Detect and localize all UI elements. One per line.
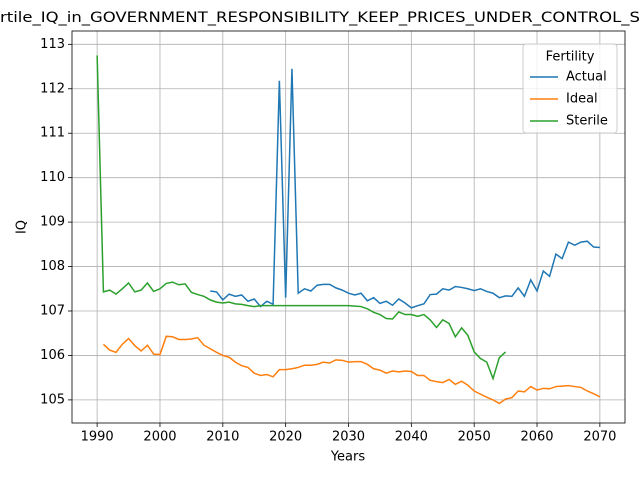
x-tick-label: 1990: [81, 430, 114, 445]
legend-title: Fertility: [546, 50, 595, 65]
x-tick-label: 2070: [583, 430, 616, 445]
x-tick-label: 2060: [520, 430, 553, 445]
x-tick-label: 2010: [206, 430, 239, 445]
series-line: [102, 335, 601, 405]
x-tick-label: 2030: [332, 430, 365, 445]
legend-label: Ideal: [566, 92, 598, 107]
y-tick-label: 106: [40, 348, 65, 363]
x-tick-label: 2050: [458, 430, 491, 445]
y-axis-label: IQ: [15, 220, 30, 234]
y-tick-label: 107: [40, 304, 65, 319]
legend-label: Sterile: [566, 114, 608, 129]
x-tick-label: 2000: [143, 430, 176, 445]
y-tick-label: 109: [40, 215, 65, 230]
series-line: [96, 55, 507, 381]
legend-label: Actual: [566, 70, 607, 85]
x-tick-label: 2040: [395, 430, 428, 445]
y-tick-label: 105: [40, 392, 65, 407]
legend-box: [522, 43, 618, 134]
y-tick-label: 112: [40, 81, 65, 96]
y-tick-label: 113: [40, 37, 65, 52]
chart-title: rtile_IQ_in_GOVERNMENT_RESPONSIBILITY_KE…: [0, 10, 640, 26]
x-tick-label: 2020: [269, 430, 302, 445]
x-axis-label: Years: [330, 450, 366, 465]
series-line: [210, 68, 600, 309]
y-tick-label: 110: [40, 170, 65, 185]
y-tick-label: 111: [40, 126, 65, 141]
y-tick-label: 108: [40, 259, 65, 274]
